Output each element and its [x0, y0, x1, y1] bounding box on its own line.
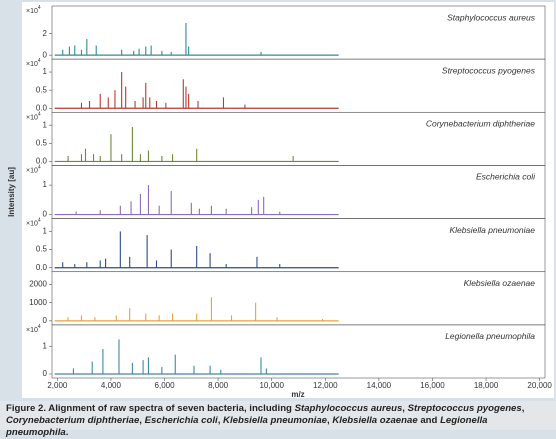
y-scale-label: ×104	[26, 5, 41, 15]
x-tick-label: 20,000	[527, 381, 552, 390]
y-scale-base: ×10	[26, 327, 38, 334]
y-axis-label: Intensity [au]	[7, 167, 16, 217]
y-scale-exponent: 4	[38, 5, 41, 11]
series-name: Legionella pneumophila	[445, 331, 535, 341]
x-tick-label: 4,000	[101, 381, 122, 390]
series-name: Klebsiella pneumoniae	[449, 225, 535, 235]
y-tick-label: 2000	[29, 280, 47, 289]
y-scale-label: ×104	[26, 58, 41, 68]
y-scale-label: ×104	[26, 324, 41, 334]
x-tick-label: 10,000	[259, 381, 284, 390]
caption-text: ,	[521, 403, 525, 414]
y-scale-base: ×10	[26, 114, 38, 121]
caption-text: and	[417, 415, 441, 426]
y-tick-label: 1	[43, 120, 48, 129]
y-tick-label: 1000	[29, 298, 47, 307]
caption-text: Staphylococcus aureus	[294, 403, 403, 414]
series-name: Staphylococcus aureus	[447, 12, 536, 22]
y-tick-label: 0.0	[36, 103, 48, 112]
caption-text: ,	[139, 415, 145, 426]
y-tick-label: 1	[43, 341, 48, 350]
panel-frame	[51, 324, 546, 379]
y-scale-base: ×10	[26, 167, 38, 174]
caption-text: Klebsiella ozaenae	[332, 415, 418, 426]
y-tick-label: 0.0	[36, 157, 48, 166]
x-tick-label: 14,000	[367, 381, 392, 390]
y-scale-exponent: 4	[38, 218, 41, 224]
y-tick-label: 0.5	[36, 245, 48, 254]
y-tick-label: 0.0	[36, 263, 48, 272]
caption-text: Streptococcus pyogenes	[407, 403, 522, 414]
caption-text: Klebsiella pneumoniae	[223, 415, 327, 426]
x-tick-label: 12,000	[313, 381, 338, 390]
series-name: Klebsiella ozaenae	[464, 278, 536, 288]
caption: Figure 2. Alignment of raw spectra of se…	[0, 401, 556, 438]
caption-text: .	[65, 427, 69, 438]
y-tick-label: 0	[43, 210, 48, 219]
caption-text: ,	[217, 415, 224, 426]
y-scale-label: ×104	[26, 165, 41, 175]
y-tick-label: 1	[43, 180, 48, 189]
caption-text: Escherichia coli	[144, 415, 218, 426]
y-tick-label: 0.5	[36, 138, 48, 147]
y-tick-label: 0	[43, 316, 48, 325]
y-scale-base: ×10	[26, 220, 38, 227]
x-tick-label: 18,000	[474, 381, 499, 390]
y-scale-base: ×10	[26, 61, 38, 68]
chart-background	[22, 2, 554, 398]
y-tick-label: 1	[43, 67, 48, 76]
series-name: Corynebacterium diphtheriae	[426, 119, 535, 129]
x-axis-label: m/z	[291, 390, 304, 399]
caption-text: Corynebacterium diphtheriae	[6, 415, 140, 426]
series-name: Streptococcus pyogenes	[442, 65, 536, 75]
caption-text: ,	[402, 403, 408, 414]
y-tick-label: 0	[43, 369, 48, 378]
y-scale-exponent: 4	[38, 58, 41, 64]
y-scale-exponent: 4	[38, 165, 41, 171]
caption-text: ,	[327, 415, 333, 426]
y-scale-exponent: 4	[38, 324, 41, 330]
y-scale-label: ×104	[26, 218, 41, 228]
y-scale-exponent: 4	[38, 112, 41, 118]
y-tick-label: 1	[43, 227, 48, 236]
x-tick-label: 2,000	[47, 381, 68, 390]
x-tick-label: 16,000	[420, 381, 445, 390]
y-tick-label: 0.5	[36, 85, 48, 94]
x-tick-label: 6,000	[155, 381, 176, 390]
y-scale-label: ×104	[26, 112, 41, 122]
y-tick-label: 2	[43, 29, 48, 38]
x-tick-label: 8,000	[208, 381, 229, 390]
y-scale-base: ×10	[26, 8, 38, 15]
series-name: Escherichia coli	[476, 172, 536, 182]
chart: Intensity [au] m/z 02×104Staphylococcus …	[7, 2, 554, 399]
caption-text: Figure 2. Alignment of raw spectra of se…	[6, 403, 295, 414]
y-tick-label: 0	[43, 50, 48, 59]
